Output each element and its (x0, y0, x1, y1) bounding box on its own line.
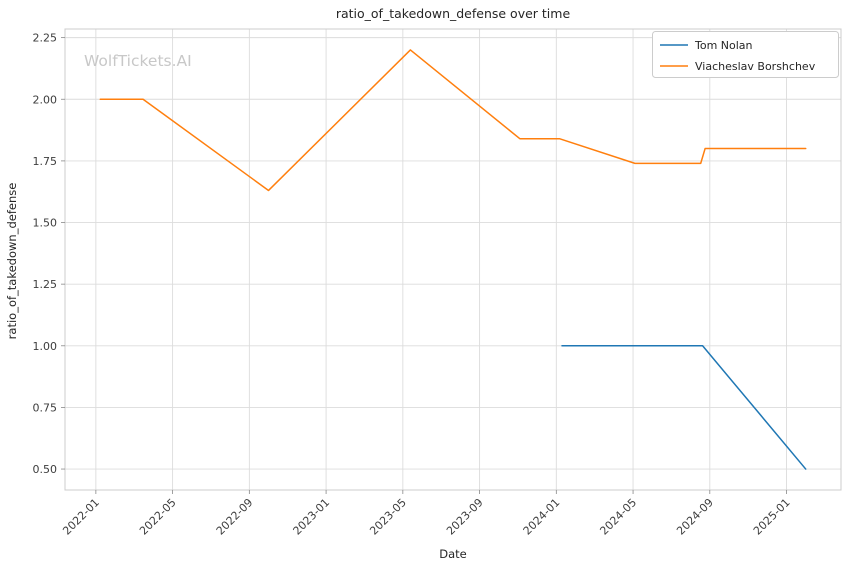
legend-box (652, 31, 839, 78)
x-tick-labels: 2022-01 2022-05 2022-09 2023-01 2023-05 2023-… (60, 490, 793, 538)
plot-area (65, 29, 841, 490)
x-tick-label: 2023-05 (367, 496, 409, 538)
x-tick-label: 2022-01 (60, 496, 102, 538)
x-tick-label: 2024-05 (597, 496, 639, 538)
y-axis-label: ratio_of_takedown_defense (5, 183, 19, 340)
x-tick-label: 2022-05 (137, 496, 179, 538)
series-line-viacheslav-borshchev (99, 49, 807, 192)
legend-label: Viacheslav Borshchev (695, 60, 816, 73)
x-axis-label: Date (439, 547, 467, 561)
y-tick-label: 1.50 (33, 217, 58, 230)
y-tick-label: 1.75 (33, 155, 58, 168)
y-tick-label: 2.25 (33, 32, 58, 45)
x-tick-label: 2023-09 (444, 496, 486, 538)
x-tick-label: 2024-01 (521, 496, 563, 538)
y-tick-label: 0.50 (33, 463, 58, 476)
y-tick-label: 1.25 (33, 278, 58, 291)
axes-box (64, 28, 842, 491)
x-tick-label: 2024-09 (674, 496, 716, 538)
chart-layers: 2022-01 2022-05 2022-09 2023-01 2023-05 2023-… (33, 28, 842, 538)
y-tick-labels: 0.50 0.75 1.00 1.25 1.50 1.75 2.00 2.25 (33, 32, 65, 476)
legend-label: Tom Nolan (694, 39, 753, 52)
x-tick-label: 2023-01 (291, 496, 333, 538)
series-line-tom-nolan (561, 345, 807, 470)
legend: Tom Nolan Viacheslav Borshchev (652, 31, 839, 78)
watermark: WolfTickets.AI (84, 52, 192, 70)
x-tick-label: 2025-01 (751, 496, 793, 538)
chart-title: ratio_of_takedown_defense over time (336, 6, 571, 21)
y-tick-label: 1.00 (33, 340, 58, 353)
x-tick-label: 2022-09 (214, 496, 256, 538)
y-tick-label: 2.00 (33, 93, 58, 106)
y-tick-label: 0.75 (33, 401, 58, 414)
